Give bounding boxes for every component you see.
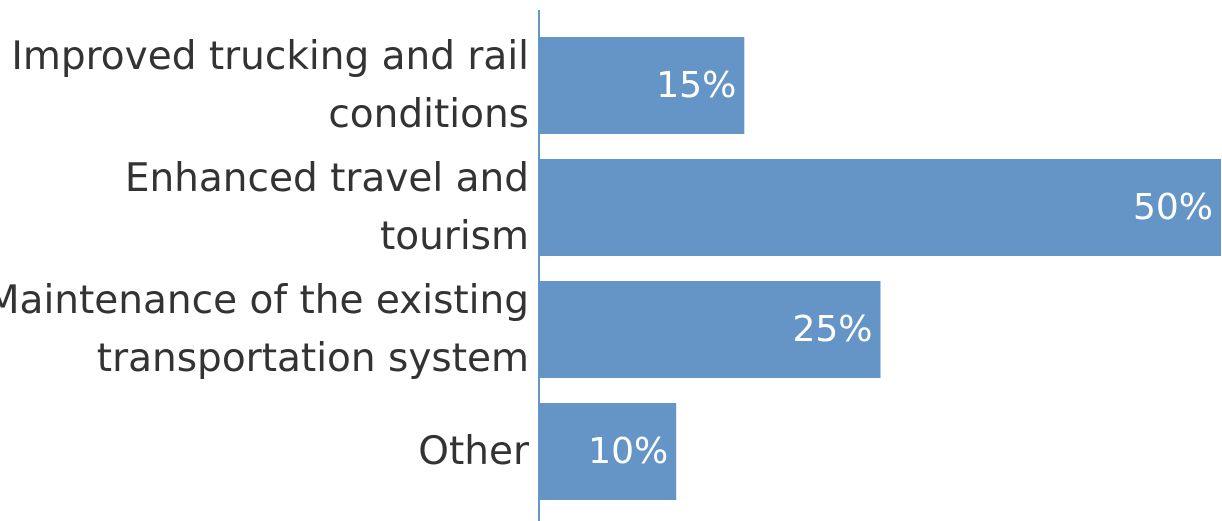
category-label-2-line-1: transportation system bbox=[97, 336, 529, 381]
bar-1 bbox=[540, 159, 1221, 256]
data-label-0: 15% bbox=[656, 65, 736, 106]
category-labels-group: Improved trucking and rail conditions Enha… bbox=[0, 34, 530, 474]
data-label-3: 10% bbox=[588, 431, 668, 472]
bars-group: 15% 50% 25% 10% bbox=[540, 37, 1221, 500]
category-label-1-line-1: tourism bbox=[380, 214, 529, 259]
category-label-2-line-0: Maintenance of the existing bbox=[0, 278, 529, 323]
category-label-3-line-0: Other bbox=[418, 429, 530, 474]
bar-2 bbox=[540, 281, 881, 378]
bar-3 bbox=[540, 403, 677, 500]
data-label-2: 25% bbox=[792, 309, 872, 350]
bar-0 bbox=[540, 37, 745, 134]
data-label-1: 50% bbox=[1133, 187, 1213, 228]
category-label-0-line-0: Improved trucking and rail bbox=[11, 34, 529, 79]
category-label-1-line-0: Enhanced travel and bbox=[125, 156, 529, 201]
category-label-0-line-1: conditions bbox=[328, 92, 529, 137]
